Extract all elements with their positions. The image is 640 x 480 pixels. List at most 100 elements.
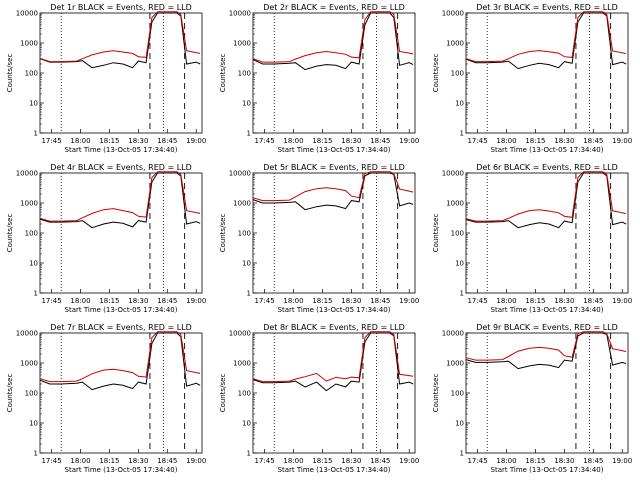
y-tick-label: 1000: [446, 360, 464, 368]
x-tick-label: 18:15: [312, 457, 332, 465]
x-tick-label: 18:15: [99, 297, 119, 305]
y-tick-label: 10: [242, 100, 251, 108]
chart-panel-det-4: Det 4r BLACK = Events, RED = LLD 1 10 100 10…: [0, 160, 213, 320]
chart-title: Det 6r BLACK = Events, RED = LLD: [476, 163, 618, 172]
x-tick-label: 18:45: [583, 457, 603, 465]
y-axis-label: Counts/sec: [6, 54, 14, 93]
chart-svg: Det 4r BLACK = Events, RED = LLD 1 10 100 10…: [6, 163, 206, 314]
y-tick-label: 1: [247, 450, 251, 458]
chart-panel-det-6: Det 6r BLACK = Events, RED = LLD 1 10 100 10…: [426, 160, 639, 320]
lld-series-line: [465, 171, 627, 222]
y-tick-label: 10000: [229, 10, 251, 18]
y-tick-label: 10: [242, 420, 251, 428]
y-tick-label: 100: [238, 70, 251, 78]
x-tick-label: 17:45: [41, 457, 61, 465]
plot-frame: [465, 12, 629, 134]
y-axis-label: Counts/sec: [219, 374, 227, 413]
events-series-line: [465, 332, 627, 370]
chart-panel-det-1: Det 1r BLACK = Events, RED = LLD 1 10 100 10…: [0, 0, 213, 160]
plot-frame: [252, 12, 416, 134]
x-tick-label: 18:45: [370, 297, 390, 305]
events-series-line: [252, 172, 414, 211]
x-tick-label: 18:45: [583, 297, 603, 305]
lld-series-line: [252, 331, 414, 383]
chart-title: Det 5r BLACK = Events, RED = LLD: [263, 163, 405, 172]
x-tick-label: 18:00: [70, 297, 90, 305]
chart-svg: Det 6r BLACK = Events, RED = LLD 1 10 100 10…: [432, 163, 632, 314]
plot-frame: [252, 332, 416, 454]
plot-frame: [465, 332, 629, 454]
x-tick-label: 18:45: [157, 137, 177, 145]
y-tick-label: 1: [460, 290, 464, 298]
y-tick-label: 10000: [442, 330, 464, 338]
y-tick-label: 1000: [233, 200, 251, 208]
x-tick-label: 18:30: [128, 457, 148, 465]
chart-svg: Det 3r BLACK = Events, RED = LLD 1 10 100 10…: [432, 3, 632, 154]
x-tick-label: 18:00: [496, 137, 516, 145]
lld-series-line: [252, 11, 414, 63]
y-tick-label: 100: [25, 230, 38, 238]
x-tick-label: 18:15: [525, 137, 545, 145]
y-tick-label: 1: [34, 130, 38, 138]
x-tick-label: 19:00: [186, 457, 206, 465]
y-tick-label: 100: [25, 390, 38, 398]
x-tick-label: 18:00: [496, 457, 516, 465]
x-tick-label: 17:45: [41, 297, 61, 305]
plot-frame: [39, 172, 203, 294]
y-tick-label: 1000: [20, 360, 38, 368]
x-tick-label: 17:45: [254, 297, 274, 305]
x-axis-label: Start Time (13-Oct-05 17:34:40): [65, 146, 178, 154]
events-series-line: [39, 172, 201, 229]
y-tick-label: 10: [29, 100, 38, 108]
chart-title: Det 4r BLACK = Events, RED = LLD: [50, 163, 192, 172]
chart-panel-det-3: Det 3r BLACK = Events, RED = LLD 1 10 100 10…: [426, 0, 639, 160]
y-tick-label: 100: [25, 70, 38, 78]
y-tick-label: 1000: [20, 200, 38, 208]
x-tick-label: 18:00: [283, 457, 303, 465]
y-tick-label: 100: [451, 390, 464, 398]
x-tick-label: 18:00: [283, 137, 303, 145]
y-tick-label: 10000: [16, 330, 38, 338]
plot-frame: [39, 332, 203, 454]
x-tick-label: 18:15: [312, 137, 332, 145]
x-axis-label: Start Time (13-Oct-05 17:34:40): [278, 466, 391, 474]
y-tick-label: 10000: [442, 170, 464, 178]
x-tick-label: 18:15: [312, 297, 332, 305]
plot-frame: [465, 172, 629, 294]
y-tick-label: 10: [455, 420, 464, 428]
x-tick-label: 19:00: [612, 137, 632, 145]
y-tick-label: 10: [29, 260, 38, 268]
y-tick-label: 1: [34, 450, 38, 458]
x-tick-label: 19:00: [399, 457, 419, 465]
chart-svg: Det 9r BLACK = Events, RED = LLD 1 10 100 10…: [432, 323, 632, 474]
y-tick-label: 10000: [16, 170, 38, 178]
x-tick-label: 19:00: [399, 137, 419, 145]
chart-title: Det 9r BLACK = Events, RED = LLD: [476, 323, 618, 332]
lld-series-line: [465, 331, 627, 361]
y-tick-label: 1000: [446, 40, 464, 48]
x-tick-label: 18:15: [525, 457, 545, 465]
x-axis-label: Start Time (13-Oct-05 17:34:40): [65, 306, 178, 314]
y-axis-label: Counts/sec: [432, 214, 440, 253]
x-tick-label: 18:45: [583, 137, 603, 145]
x-tick-label: 18:45: [370, 457, 390, 465]
x-tick-label: 18:30: [341, 137, 361, 145]
chart-title: Det 2r BLACK = Events, RED = LLD: [263, 3, 405, 12]
x-tick-label: 17:45: [254, 137, 274, 145]
y-axis-label: Counts/sec: [219, 214, 227, 253]
chart-panel-det-2: Det 2r BLACK = Events, RED = LLD 1 10 100 10…: [213, 0, 426, 160]
y-tick-label: 1000: [20, 40, 38, 48]
y-tick-label: 10000: [16, 10, 38, 18]
x-tick-label: 18:00: [283, 297, 303, 305]
x-tick-label: 19:00: [186, 137, 206, 145]
x-tick-label: 18:15: [99, 457, 119, 465]
y-axis-label: Counts/sec: [6, 214, 14, 253]
x-tick-label: 18:30: [554, 457, 574, 465]
y-axis-label: Counts/sec: [219, 54, 227, 93]
plot-frame: [39, 12, 203, 134]
x-tick-label: 19:00: [399, 297, 419, 305]
lld-series-line: [39, 171, 201, 222]
x-tick-label: 18:00: [496, 297, 516, 305]
x-tick-label: 18:45: [157, 297, 177, 305]
x-tick-label: 18:15: [99, 137, 119, 145]
